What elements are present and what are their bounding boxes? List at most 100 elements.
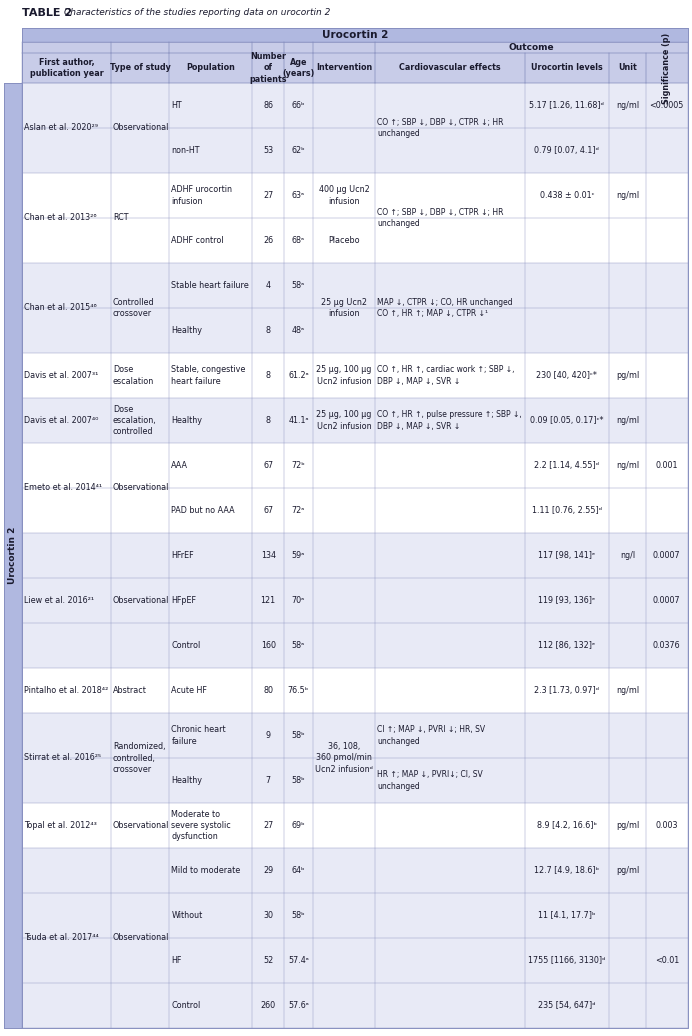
Text: Control: Control	[172, 641, 201, 650]
Text: Tsuda et al. 2017⁴⁴: Tsuda et al. 2017⁴⁴	[24, 933, 99, 943]
Bar	[313, 578, 375, 623]
Bar	[525, 938, 609, 983]
Bar	[313, 938, 375, 983]
Bar	[252, 353, 284, 398]
Bar	[313, 263, 375, 308]
Bar	[111, 758, 170, 803]
Text: ng/ml: ng/ml	[616, 461, 639, 470]
Text: 80: 80	[263, 686, 273, 695]
Bar	[609, 308, 646, 353]
Bar	[22, 533, 111, 578]
Bar	[525, 623, 609, 668]
Text: ng/l: ng/l	[620, 551, 635, 560]
Bar	[284, 263, 313, 308]
Text: HFrEF: HFrEF	[172, 551, 194, 560]
Bar	[252, 128, 284, 173]
Bar	[525, 488, 609, 533]
Bar	[609, 848, 646, 893]
Text: 25 μg, 100 μg
Ucn2 infusion: 25 μg, 100 μg Ucn2 infusion	[316, 366, 372, 385]
Bar	[375, 173, 525, 218]
Bar	[525, 983, 609, 1028]
Bar	[252, 848, 284, 893]
Bar	[22, 713, 111, 758]
Text: Healthy: Healthy	[172, 416, 202, 425]
Bar	[525, 533, 609, 578]
Bar	[111, 53, 170, 83]
Text: 25 μg, 100 μg
Ucn2 infusion: 25 μg, 100 μg Ucn2 infusion	[316, 410, 372, 431]
Bar	[252, 53, 284, 83]
Text: CO ↑, HR ↑, cardiac work ↑; SBP ↓,
DBP ↓, MAP ↓, SVR ↓: CO ↑, HR ↑, cardiac work ↑; SBP ↓, DBP ↓…	[377, 366, 515, 385]
Text: HFpEF: HFpEF	[172, 596, 197, 605]
Bar	[111, 443, 170, 488]
Bar	[284, 308, 313, 353]
Text: 0.0007: 0.0007	[653, 596, 681, 605]
Bar	[313, 713, 375, 758]
Bar	[609, 398, 646, 443]
Bar	[252, 263, 284, 308]
Text: Chan et al. 2015⁴⁶: Chan et al. 2015⁴⁶	[24, 304, 97, 313]
Bar	[170, 353, 252, 398]
Bar	[111, 488, 170, 533]
Text: 61.2ᵃ: 61.2ᵃ	[288, 371, 309, 380]
Text: pg/ml: pg/ml	[616, 866, 639, 875]
Bar	[609, 353, 646, 398]
Bar	[646, 938, 688, 983]
Bar	[284, 713, 313, 758]
Bar	[284, 53, 313, 83]
Text: 58ᵃ: 58ᵃ	[292, 281, 305, 290]
Text: <0.0005: <0.0005	[650, 100, 684, 110]
Text: 0.438 ± 0.01ᶜ: 0.438 ± 0.01ᶜ	[540, 191, 594, 200]
Bar	[252, 668, 284, 713]
Text: 64ᵇ: 64ᵇ	[292, 866, 305, 875]
Bar	[252, 758, 284, 803]
Text: Acute HF: Acute HF	[172, 686, 207, 695]
Bar	[22, 308, 111, 353]
Text: 235 [54, 647]ᵈ: 235 [54, 647]ᵈ	[538, 1001, 596, 1010]
Text: Randomized,
controlled,
crossover: Randomized, controlled, crossover	[113, 743, 165, 774]
Bar	[252, 83, 284, 128]
Bar	[646, 398, 688, 443]
Bar	[375, 533, 525, 578]
Text: Abstract: Abstract	[113, 686, 147, 695]
Text: 9: 9	[266, 731, 271, 740]
Text: Davis et al. 2007⁴⁰: Davis et al. 2007⁴⁰	[24, 416, 98, 425]
Bar	[252, 488, 284, 533]
Text: Control: Control	[172, 1001, 201, 1010]
Bar	[284, 983, 313, 1028]
Bar	[111, 263, 170, 308]
Bar	[525, 218, 609, 263]
Bar	[313, 668, 375, 713]
Bar	[313, 53, 375, 83]
Bar	[170, 983, 252, 1028]
Bar	[284, 848, 313, 893]
Text: 86: 86	[263, 100, 273, 110]
Bar	[252, 443, 284, 488]
Text: 7: 7	[266, 776, 271, 785]
Bar	[284, 578, 313, 623]
Text: 400 μg Ucn2
infusion: 400 μg Ucn2 infusion	[318, 185, 370, 205]
Text: Stirrat et al. 2016²⁵: Stirrat et al. 2016²⁵	[24, 753, 101, 762]
Bar	[284, 623, 313, 668]
Text: 260: 260	[261, 1001, 276, 1010]
Bar	[525, 578, 609, 623]
Bar	[252, 308, 284, 353]
Bar	[609, 173, 646, 218]
Bar	[375, 668, 525, 713]
Text: HT: HT	[172, 100, 182, 110]
Bar	[22, 28, 688, 42]
Bar	[22, 218, 111, 263]
Bar	[646, 83, 688, 128]
Bar	[313, 83, 375, 128]
Bar	[111, 893, 170, 938]
Bar	[609, 488, 646, 533]
Bar	[375, 578, 525, 623]
Text: Number
of
patients: Number of patients	[250, 53, 287, 84]
Bar	[284, 938, 313, 983]
Bar	[646, 263, 688, 308]
Text: Emeto et al. 2014⁴¹: Emeto et al. 2014⁴¹	[24, 484, 102, 492]
Bar	[646, 848, 688, 893]
Text: 119 [93, 136]ᵉ: 119 [93, 136]ᵉ	[538, 596, 596, 605]
Bar	[646, 308, 688, 353]
Text: 0.79 [0.07, 4.1]ᵈ: 0.79 [0.07, 4.1]ᵈ	[534, 146, 599, 155]
Bar	[252, 938, 284, 983]
